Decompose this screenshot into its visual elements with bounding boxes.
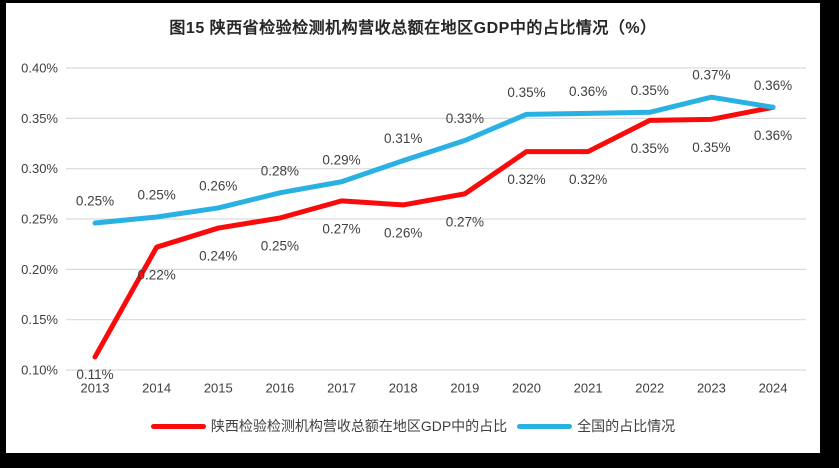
svg-text:0.15%: 0.15%: [21, 312, 58, 327]
svg-text:0.25%: 0.25%: [21, 212, 58, 227]
svg-text:0.40%: 0.40%: [21, 61, 58, 76]
legend-item-national: 全国的占比情况: [517, 416, 675, 436]
svg-text:0.36%: 0.36%: [754, 78, 792, 93]
svg-text:0.24%: 0.24%: [199, 249, 237, 264]
chart-legend: 陕西检验检测机构营收总额在地区GDP中的占比 全国的占比情况: [6, 415, 820, 437]
svg-text:2015: 2015: [204, 381, 233, 396]
svg-text:0.27%: 0.27%: [446, 214, 484, 229]
svg-text:2019: 2019: [450, 381, 479, 396]
legend-line-swatch-blue-icon: [517, 423, 573, 429]
svg-text:2020: 2020: [512, 381, 541, 396]
svg-text:2014: 2014: [142, 381, 171, 396]
svg-text:0.11%: 0.11%: [76, 367, 113, 382]
legend-line-swatch-red-icon: [150, 423, 206, 429]
svg-text:2024: 2024: [759, 381, 788, 396]
svg-text:0.27%: 0.27%: [322, 221, 360, 236]
svg-text:2018: 2018: [389, 381, 418, 396]
svg-text:0.29%: 0.29%: [322, 152, 360, 167]
svg-text:0.35%: 0.35%: [631, 83, 669, 98]
svg-text:0.36%: 0.36%: [754, 128, 792, 143]
svg-text:0.35%: 0.35%: [692, 140, 730, 155]
svg-text:0.10%: 0.10%: [21, 363, 58, 378]
svg-text:0.26%: 0.26%: [384, 225, 422, 240]
svg-text:0.26%: 0.26%: [199, 178, 237, 193]
svg-text:0.35%: 0.35%: [21, 111, 58, 126]
svg-text:2016: 2016: [265, 381, 294, 396]
svg-text:0.25%: 0.25%: [261, 239, 299, 254]
svg-text:0.25%: 0.25%: [137, 187, 175, 202]
svg-text:2017: 2017: [327, 381, 356, 396]
svg-text:0.22%: 0.22%: [137, 268, 175, 283]
svg-text:0.32%: 0.32%: [569, 172, 607, 187]
svg-text:0.20%: 0.20%: [21, 262, 58, 277]
svg-text:0.30%: 0.30%: [21, 161, 58, 176]
legend-label-national: 全国的占比情况: [577, 418, 676, 434]
svg-text:0.31%: 0.31%: [384, 131, 422, 146]
svg-text:2022: 2022: [635, 381, 664, 396]
svg-text:0.35%: 0.35%: [631, 141, 669, 156]
svg-text:0.33%: 0.33%: [446, 111, 484, 126]
svg-text:0.32%: 0.32%: [507, 172, 545, 187]
chart-title: 图15 陕西省检验检测机构营收总额在地区GDP中的占比情况（%）: [169, 20, 657, 37]
svg-text:0.28%: 0.28%: [261, 163, 299, 178]
svg-text:2013: 2013: [81, 381, 110, 396]
legend-label-shaanxi: 陕西检验检测机构营收总额在地区GDP中的占比: [210, 418, 508, 434]
svg-text:0.25%: 0.25%: [76, 194, 114, 209]
svg-text:2021: 2021: [574, 381, 603, 396]
svg-text:2023: 2023: [697, 381, 726, 396]
svg-text:0.37%: 0.37%: [692, 68, 730, 83]
svg-text:0.36%: 0.36%: [569, 84, 607, 99]
svg-text:0.35%: 0.35%: [507, 85, 545, 100]
legend-item-shaanxi: 陕西检验检测机构营收总额在地区GDP中的占比: [150, 416, 508, 436]
chart-panel: 图15 陕西省检验检测机构营收总额在地区GDP中的占比情况（%） 陕西检验检测机…: [6, 3, 820, 453]
